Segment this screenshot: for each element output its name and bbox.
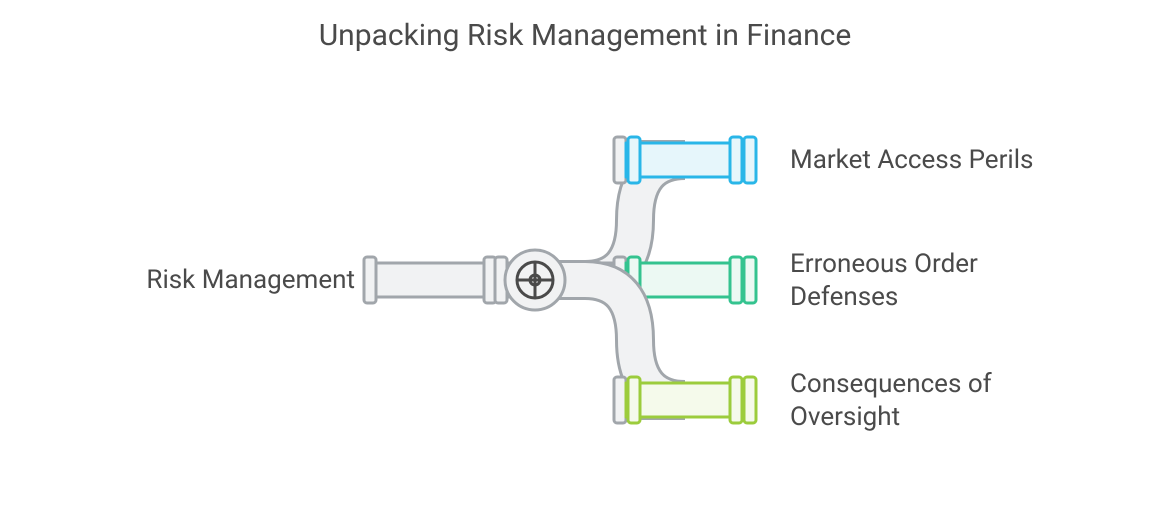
pipe-diagram [0, 0, 1170, 518]
